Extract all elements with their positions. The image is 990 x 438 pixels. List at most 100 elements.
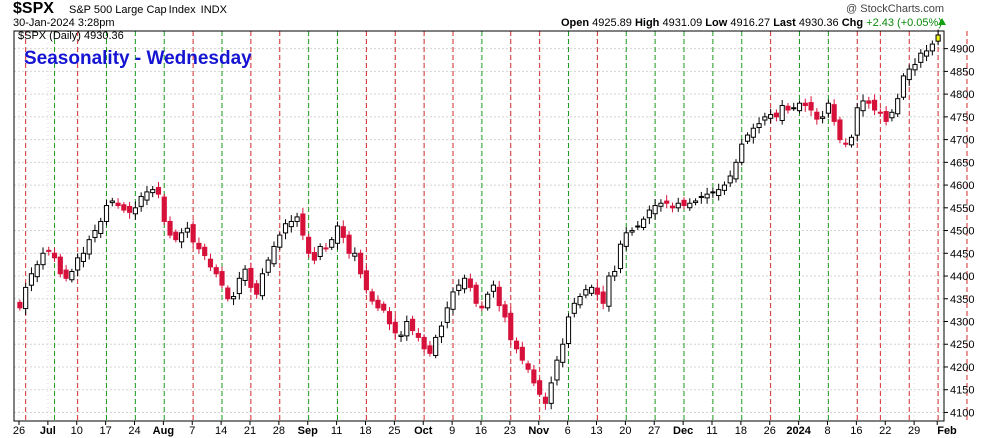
candle [485,291,491,311]
symbol-name-index: Index [168,4,196,16]
open-value: 4925.89 [592,17,632,29]
candle [23,282,29,315]
candle-body [190,224,196,243]
x-tick-label: 20 [619,425,631,437]
symbol-name-main: S&P 500 Large Cap [69,4,167,16]
candle-body [525,363,531,370]
candle-body [306,236,312,254]
candle-body [127,205,133,213]
candle [259,268,266,300]
candle-body [912,64,918,71]
candle [710,187,716,199]
candle-body [57,256,63,275]
candle [150,185,156,198]
x-tick-label: 18 [735,425,747,437]
x-tick-label: Oct [414,425,433,437]
candle-body [444,307,450,323]
candle-body [929,43,935,52]
candle [831,99,837,126]
x-tick-label: 16 [475,425,487,437]
candle [265,256,271,276]
candle-body [750,127,756,138]
candle [398,331,404,342]
candle-body [86,239,92,255]
candle-body [259,273,266,297]
symbol-name: S&P 500 Large Cap Index INDX [69,4,229,16]
candle [300,208,306,241]
candle-body [375,299,381,309]
candle [155,181,162,199]
candle-body [664,200,670,204]
candle [496,280,502,312]
candle [606,271,612,312]
candle [277,232,283,250]
x-tick-label: 28 [273,425,285,437]
candle-body [513,340,520,350]
candle [433,334,439,359]
candle-body [629,230,635,233]
candle [34,260,40,283]
candle [450,287,456,315]
candle-body [433,336,439,357]
candle [144,185,150,206]
candle-body [918,52,924,63]
candle-body [363,270,369,291]
candle [386,307,393,331]
candle-body [28,273,35,286]
candle-body [144,191,150,201]
candle-body [103,205,110,222]
candle-body [386,311,393,325]
candle-body [519,346,525,361]
candle-body [456,284,462,291]
candle [167,216,173,239]
candle-body [271,245,277,265]
candle [294,212,300,227]
candle-body [242,268,248,281]
candle-body [716,189,722,197]
candle-body [404,321,410,337]
candle [565,313,572,349]
candle [895,93,901,117]
candle [687,198,693,211]
x-tick-label: 17 [100,425,112,437]
x-axis: 26 Jul 10 17 24 Aug 7 14 21 28 Sep 11 18 25 Oct 9 16 23 No… [13,421,957,437]
candle-body [277,234,283,248]
quote-summary: Open 4925.89 High 4931.09 Low 4916.27 La… [561,17,942,29]
candle-body [744,134,751,142]
candle [346,231,352,259]
x-tick-label: 26 [764,425,776,437]
candle-body [40,252,46,266]
x-tick-label: Sep [298,425,318,437]
candle [912,58,918,76]
candle-body [115,202,121,207]
candle [46,246,52,256]
candle-body [600,291,606,304]
candle-body [265,259,271,273]
candle-body [421,336,427,350]
candle [623,227,629,251]
last-label: Last [773,17,796,29]
candle [456,279,462,296]
candle-body [427,345,433,354]
x-tick-label: 11 [331,425,342,437]
candle-body [254,283,260,295]
candle-body [768,114,774,119]
candle [785,103,791,114]
candle-body [617,243,624,270]
candle [698,191,704,204]
candle [923,45,930,62]
candle [652,199,658,220]
candle [704,187,710,204]
candle-body [646,209,652,219]
stockcharts-watermark: @ StockCharts.com [846,3,944,15]
candle [415,328,421,342]
candle-body [537,380,543,395]
symbol-exchange: INDX [200,4,227,16]
candle-body [381,303,387,311]
candle [248,262,254,293]
candle-body [710,191,716,194]
candle [132,201,138,220]
high-value: 4931.09 [662,17,703,29]
candle-body [756,123,762,128]
